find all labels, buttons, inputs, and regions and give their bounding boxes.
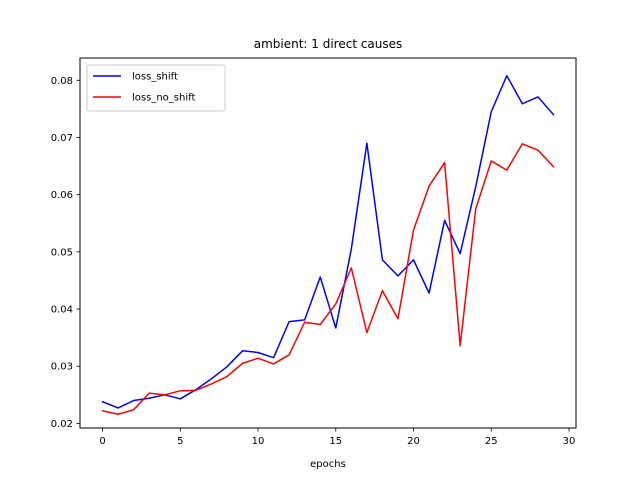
y-tick-label: 0.03 xyxy=(51,362,73,373)
series-line-loss-shift xyxy=(101,74,555,409)
x-tick-label: 10 xyxy=(252,436,265,447)
y-tick-label: 0.06 xyxy=(51,190,73,201)
series-line-loss-no-shift xyxy=(101,143,555,416)
legend: loss_shift loss_no_shift xyxy=(86,64,226,112)
x-tick-label: 5 xyxy=(177,436,183,447)
legend-label-loss-no-shift: loss_no_shift xyxy=(132,93,195,104)
x-axis-title: epochs xyxy=(310,459,346,470)
x-tick-label: 15 xyxy=(329,436,342,447)
x-tick-label: 20 xyxy=(407,436,420,447)
legend-label-loss-shift: loss_shift xyxy=(132,72,178,83)
y-tick-label: 0.05 xyxy=(51,247,73,258)
legend-box xyxy=(86,64,226,112)
x-tick-label: 30 xyxy=(563,436,576,447)
series-layer xyxy=(101,74,555,416)
x-axis: 0 5 10 15 20 25 30 xyxy=(99,428,575,447)
chart-title: ambient: 1 direct causes xyxy=(254,37,403,51)
y-tick-label: 0.08 xyxy=(51,76,73,87)
x-tick-label: 0 xyxy=(99,436,105,447)
x-tick-label: 25 xyxy=(485,436,498,447)
y-tick-label: 0.02 xyxy=(51,419,73,430)
y-axis: 0.02 0.03 0.04 0.05 0.06 0.07 0.08 xyxy=(51,76,80,430)
plot-area xyxy=(80,58,576,428)
plot-frame xyxy=(79,57,577,429)
y-tick-label: 0.07 xyxy=(51,133,73,144)
y-tick-label: 0.04 xyxy=(51,305,73,316)
